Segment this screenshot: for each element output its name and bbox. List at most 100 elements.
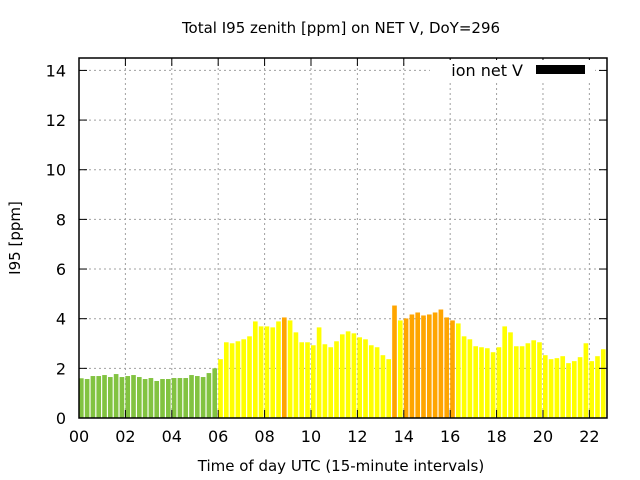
bar [241, 339, 247, 418]
x-tick-label: 06 [208, 427, 228, 446]
x-tick-label: 16 [440, 427, 460, 446]
bar [252, 321, 258, 418]
bar [206, 373, 212, 418]
x-tick-label: 10 [301, 427, 321, 446]
bar [218, 359, 223, 418]
bar [519, 346, 525, 418]
bar [426, 314, 432, 418]
bar [276, 321, 281, 418]
bar [79, 378, 84, 418]
bar [374, 347, 380, 418]
bar [571, 361, 577, 418]
bar [450, 320, 455, 418]
bar [235, 341, 241, 418]
bar [334, 341, 339, 418]
bar [299, 342, 305, 418]
x-tick-label: 12 [347, 427, 367, 446]
y-tick-label: 14 [46, 61, 66, 80]
bar [351, 333, 357, 418]
bar [90, 376, 96, 418]
x-tick-label: 18 [486, 427, 506, 446]
bar [508, 332, 513, 418]
x-tick-label: 00 [69, 427, 89, 446]
x-axis-label: Time of day UTC (15-minute intervals) [197, 457, 484, 475]
bar [455, 323, 461, 418]
bar [548, 359, 554, 418]
chart-title: Total I95 zenith [ppm] on NET V, DoY=296 [181, 19, 500, 37]
bar [154, 381, 160, 418]
bar [84, 379, 90, 418]
bar [264, 326, 270, 418]
bar [247, 336, 252, 418]
bar [270, 327, 276, 418]
bar [328, 347, 334, 418]
y-axis-label: I95 [ppm] [6, 201, 24, 275]
bar [316, 327, 322, 418]
bar [125, 376, 131, 418]
bar [363, 339, 368, 418]
y-tick-label: 10 [46, 161, 66, 180]
bar [461, 336, 467, 418]
bar [223, 342, 229, 418]
bar [96, 376, 102, 418]
x-tick-label: 20 [533, 427, 553, 446]
bar [310, 345, 316, 418]
y-tick-label: 6 [56, 260, 66, 279]
bar [409, 314, 415, 418]
bar [444, 317, 450, 418]
bar [484, 348, 490, 418]
y-tick-label: 4 [56, 310, 66, 329]
bar [595, 356, 600, 418]
y-tick-label: 0 [56, 409, 66, 428]
bar [102, 375, 107, 418]
bar [293, 332, 299, 418]
bar [432, 312, 438, 418]
bar [537, 342, 542, 418]
bar [438, 309, 444, 418]
bar [194, 376, 200, 418]
bar [287, 320, 293, 418]
bar [136, 377, 142, 418]
bar [200, 377, 206, 418]
bar [183, 378, 189, 418]
bar [107, 377, 113, 418]
bar [368, 345, 374, 418]
legend-swatch [536, 65, 585, 74]
bar [473, 346, 479, 418]
bar [142, 379, 148, 418]
bar [113, 374, 119, 418]
bars [79, 305, 607, 418]
bar [566, 363, 571, 418]
y-tick-label: 12 [46, 111, 66, 130]
bar [490, 352, 496, 418]
x-tick-label: 22 [579, 427, 599, 446]
bar [148, 378, 154, 418]
bar [577, 357, 583, 418]
bar [119, 377, 125, 418]
bar [171, 378, 177, 418]
bar [160, 379, 165, 418]
bar [502, 326, 508, 418]
bar [560, 356, 566, 418]
bar [131, 375, 136, 418]
bar [322, 344, 328, 418]
plot-frame [78, 57, 608, 419]
bar [531, 340, 537, 418]
bar [380, 355, 386, 418]
bar [165, 379, 171, 418]
bar [421, 315, 426, 418]
bar [542, 355, 548, 418]
bar [583, 343, 589, 418]
legend: ion net V [430, 60, 595, 80]
bar [345, 331, 351, 418]
bar [467, 339, 473, 418]
bar [339, 334, 345, 418]
bar [357, 337, 363, 418]
y-tick-label: 2 [56, 359, 66, 378]
bar [554, 358, 560, 418]
bar [589, 361, 595, 418]
bar [392, 305, 397, 418]
bar [177, 378, 183, 418]
